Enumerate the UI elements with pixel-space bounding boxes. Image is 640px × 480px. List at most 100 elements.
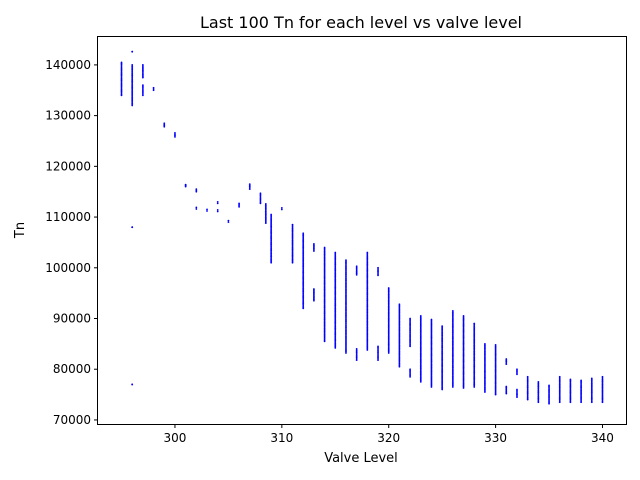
- data-point: [377, 349, 379, 352]
- data-point: [537, 401, 540, 404]
- y-tick-label: 130000: [45, 109, 91, 123]
- data-point: [377, 354, 379, 357]
- data-point: [441, 388, 444, 391]
- data-point: [259, 198, 262, 201]
- data-point: [355, 357, 358, 360]
- data-point: [355, 359, 358, 361]
- data-point: [377, 271, 379, 274]
- x-tick-label: 330: [484, 431, 507, 445]
- data-point: [141, 90, 144, 93]
- data-point: [248, 185, 251, 188]
- data-point: [141, 85, 144, 88]
- data-point: [355, 348, 358, 350]
- data-point: [505, 359, 508, 362]
- data-point: [377, 357, 379, 360]
- data-point: [398, 365, 401, 368]
- x-axis-ticks: 300 310 320 330 340: [164, 424, 614, 445]
- data-point: [141, 88, 144, 90]
- data-point: [227, 219, 230, 222]
- data-point: [558, 401, 561, 404]
- data-point: [355, 272, 358, 275]
- data-point: [505, 361, 508, 364]
- data-point: [377, 347, 379, 350]
- data-point: [174, 134, 176, 137]
- data-point: [377, 269, 379, 272]
- data-point: [409, 369, 411, 372]
- plot-frame: [97, 36, 627, 425]
- data-point: [355, 269, 358, 271]
- data-point: [355, 350, 358, 353]
- data-point: [131, 226, 134, 229]
- data-point: [377, 359, 379, 361]
- data-point: [259, 197, 262, 200]
- data-point: [377, 351, 379, 354]
- data-points: [120, 50, 604, 405]
- data-point: [264, 222, 267, 225]
- data-point: [569, 401, 572, 404]
- data-point: [484, 391, 486, 393]
- data-point: [377, 273, 379, 276]
- data-point: [505, 360, 508, 363]
- data-point: [601, 401, 604, 404]
- data-point: [505, 392, 508, 395]
- data-point: [216, 200, 219, 203]
- data-point: [355, 349, 358, 352]
- data-point: [590, 401, 593, 404]
- data-point: [131, 383, 134, 386]
- data-point: [313, 250, 315, 252]
- data-point: [206, 210, 208, 212]
- data-point: [377, 346, 379, 349]
- data-point: [355, 354, 358, 357]
- data-point: [227, 221, 230, 224]
- data-point: [248, 186, 251, 189]
- data-point: [120, 66, 123, 69]
- data-point: [377, 266, 379, 269]
- data-point: [216, 202, 219, 205]
- data-point: [131, 104, 134, 107]
- y-tick-label: 70000: [53, 413, 91, 427]
- data-point: [355, 265, 358, 268]
- data-point: [409, 375, 411, 378]
- data-point: [302, 307, 305, 310]
- data-point: [195, 188, 198, 191]
- data-point: [195, 206, 198, 209]
- data-point: [409, 374, 411, 377]
- data-point: [355, 267, 358, 270]
- data-point: [120, 89, 123, 92]
- data-point: [387, 352, 390, 354]
- data-point: [259, 201, 262, 204]
- data-point: [259, 196, 262, 198]
- x-tick-label: 310: [270, 431, 293, 445]
- y-tick-label: 140000: [45, 58, 91, 72]
- data-point: [473, 386, 476, 388]
- data-point: [377, 356, 379, 359]
- data-point: [141, 76, 144, 79]
- data-point: [377, 345, 379, 348]
- data-point: [409, 370, 411, 373]
- data-point: [409, 345, 411, 348]
- data-point: [377, 274, 379, 277]
- y-axis-ticks: 70000 80000 90000 100000 110000 120000 130000 1…: [45, 58, 98, 427]
- data-point: [355, 355, 358, 358]
- data-point: [580, 401, 583, 404]
- data-point: [259, 192, 262, 195]
- data-point: [409, 372, 411, 374]
- data-point: [366, 349, 369, 351]
- data-point: [548, 402, 550, 405]
- data-point: [174, 133, 176, 136]
- data-point: [216, 210, 219, 213]
- data-point: [323, 340, 326, 343]
- data-point: [152, 89, 155, 92]
- data-point: [516, 394, 518, 397]
- data-point: [141, 91, 144, 94]
- data-point: [377, 268, 379, 270]
- data-point: [355, 352, 358, 355]
- data-point: [174, 131, 176, 134]
- data-point: [238, 206, 240, 208]
- data-point: [505, 358, 508, 360]
- data-point: [216, 209, 219, 211]
- chart-title: Last 100 Tn for each level vs valve leve…: [200, 13, 522, 32]
- data-point: [195, 190, 198, 193]
- data-point: [131, 50, 134, 53]
- y-tick-label: 120000: [45, 159, 91, 173]
